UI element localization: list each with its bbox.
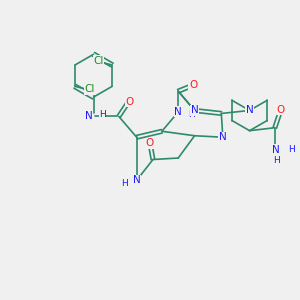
Text: Cl: Cl xyxy=(85,84,95,94)
Text: O: O xyxy=(146,138,154,148)
Text: N: N xyxy=(219,132,227,142)
Text: N: N xyxy=(272,145,280,155)
Text: Cl: Cl xyxy=(94,56,104,65)
Text: N: N xyxy=(191,106,199,116)
Text: N: N xyxy=(133,175,140,185)
Text: H: H xyxy=(288,145,295,154)
Text: H: H xyxy=(122,179,128,188)
Text: N: N xyxy=(174,107,182,117)
Text: N: N xyxy=(246,106,254,116)
Text: O: O xyxy=(277,105,285,115)
Text: H: H xyxy=(188,110,195,119)
Text: O: O xyxy=(125,97,133,106)
Text: O: O xyxy=(189,80,197,90)
Text: H: H xyxy=(99,110,106,119)
Text: N: N xyxy=(85,111,93,122)
Text: H: H xyxy=(273,157,280,166)
